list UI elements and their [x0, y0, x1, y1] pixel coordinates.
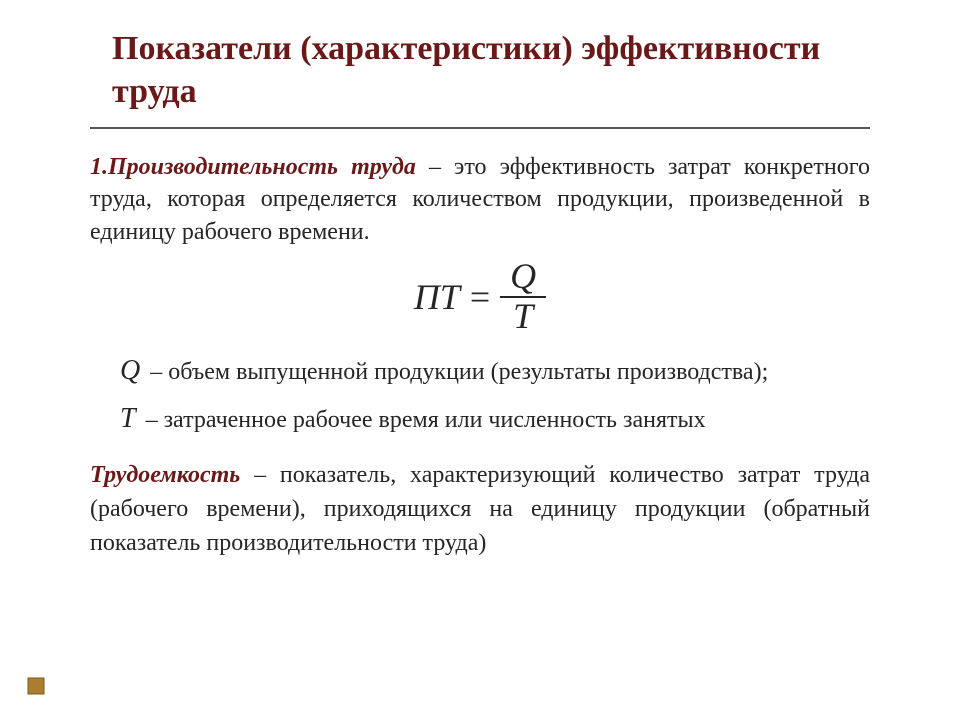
definition-productivity: 1.Производительность труда – это эффекти… [90, 151, 870, 248]
formula-denominator: T [503, 298, 543, 336]
slide-bullet-icon [26, 676, 46, 696]
definition-t-text: – затраченное рабочее время или численно… [140, 407, 706, 433]
formula-lhs: ПТ [414, 276, 460, 318]
symbol-t: T [120, 400, 136, 438]
definition-q: Q – объем выпущенной продукции (результа… [90, 352, 870, 390]
formula-numerator: Q [500, 258, 546, 296]
slide-title: Показатели (характеристики) эффективност… [90, 28, 870, 113]
definition-laboriousness: Трудоемкость – показатель, характеризующ… [90, 459, 870, 560]
definition-t: T – затраченное рабочее время или числен… [90, 400, 870, 438]
title-underline [90, 127, 870, 129]
formula: ПТ = Q T [414, 258, 546, 336]
formula-block: ПТ = Q T [90, 258, 870, 336]
formula-eq: = [470, 276, 490, 318]
term-productivity: 1.Производительность труда [90, 154, 416, 180]
symbol-q: Q [120, 352, 140, 390]
term-laboriousness: Трудоемкость [90, 462, 240, 488]
formula-fraction: Q T [500, 258, 546, 336]
definition-q-text: – объем выпущенной продукции (результаты… [144, 359, 768, 385]
